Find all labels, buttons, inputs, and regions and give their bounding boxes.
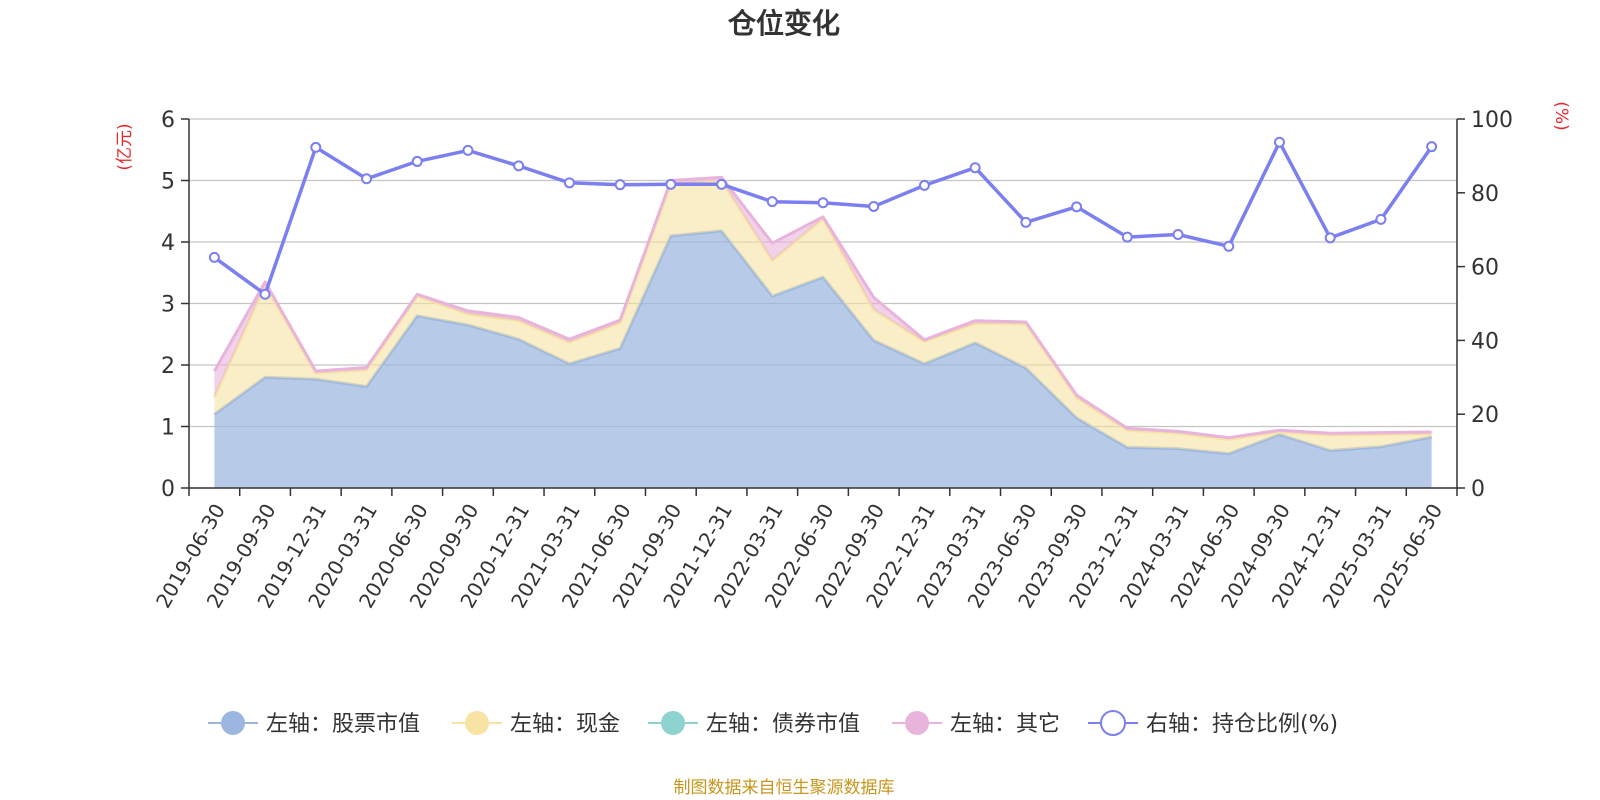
- ratio-point: [1426, 141, 1438, 153]
- ratio-point: [208, 251, 220, 263]
- chart-title: 仓位变化: [728, 7, 840, 40]
- legend-marker: [905, 711, 929, 735]
- ratio-point: [1223, 240, 1235, 252]
- ratio-point: [1172, 228, 1184, 240]
- left-tick-label: 2: [161, 354, 175, 379]
- ratio-point: [969, 162, 981, 174]
- ratio-point: [1020, 216, 1032, 228]
- right-axis-unit: (%): [1551, 101, 1571, 130]
- stacked-areas: [213, 175, 1432, 488]
- ratio-point: [1273, 136, 1285, 148]
- ratio-point: [563, 177, 575, 189]
- left-tick-label: 3: [161, 293, 175, 318]
- ratio-point: [1071, 201, 1083, 213]
- right-tick-label: 100: [1471, 108, 1513, 133]
- ratio-point: [361, 173, 373, 185]
- legend-marker: [661, 711, 685, 735]
- ratio-point: [1121, 231, 1133, 243]
- legend-marker: [221, 711, 245, 735]
- ratio-point: [614, 179, 626, 191]
- legend-label: 左轴：债券市值: [706, 712, 860, 737]
- legend-label: 左轴：其它: [950, 712, 1060, 737]
- left-tick-label: 4: [161, 231, 175, 256]
- ratio-point: [716, 178, 728, 190]
- right-tick-label: 80: [1471, 182, 1499, 207]
- ratio-point: [513, 160, 525, 172]
- left-tick-label: 0: [161, 477, 175, 502]
- legend-marker: [465, 711, 489, 735]
- area-series-1: [214, 180, 1432, 454]
- ratio-point: [310, 141, 322, 153]
- ratio-point: [665, 178, 677, 190]
- ratio-point: [411, 155, 423, 167]
- ratio-point: [1324, 232, 1336, 244]
- legend-marker: [1100, 710, 1126, 736]
- right-tick-label: 20: [1471, 403, 1499, 428]
- ratio-point: [462, 144, 474, 156]
- legend-label: 左轴：股票市值: [266, 712, 420, 737]
- area-series-0: [214, 230, 1432, 488]
- area-edge-series-3: [213, 175, 1432, 440]
- left-tick-label: 6: [161, 108, 175, 133]
- left-tick-label: 1: [161, 416, 175, 441]
- ratio-point: [259, 288, 271, 300]
- data-source-note: 制图数据来自恒生聚源数据库: [674, 778, 895, 798]
- right-tick-label: 40: [1471, 329, 1499, 354]
- left-axis-unit: (亿元): [115, 123, 135, 170]
- ratio-point: [1375, 213, 1387, 225]
- right-tick-label: 60: [1471, 256, 1499, 281]
- legend-label: 右轴：持仓比例(%): [1146, 712, 1338, 737]
- left-tick-label: 5: [161, 170, 175, 195]
- ratio-point: [817, 197, 829, 209]
- ratio-point: [766, 196, 778, 208]
- ratio-point: [918, 179, 930, 191]
- legend: 左轴：股票市值 左轴：现金 左轴：债券市值 左轴：其它 右轴：持仓比例(%): [208, 710, 1338, 737]
- ratio-line-layer: [208, 136, 1438, 300]
- right-tick-label: 0: [1471, 477, 1485, 502]
- ratio-point: [868, 200, 880, 212]
- legend-label: 左轴：现金: [510, 712, 620, 737]
